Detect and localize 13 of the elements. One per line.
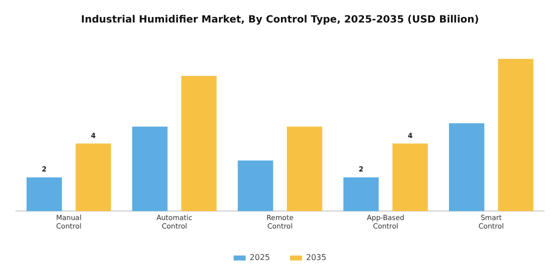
bar bbox=[286, 126, 322, 212]
bar bbox=[448, 123, 484, 212]
bar bbox=[238, 160, 274, 212]
bar bbox=[343, 177, 379, 212]
bar bbox=[181, 76, 217, 212]
chart-title: Industrial Humidifier Market, By Control Type, 2025-2035 (USD Billion) bbox=[81, 14, 479, 26]
bar bbox=[132, 126, 168, 212]
bar bbox=[26, 177, 62, 212]
bar bbox=[76, 144, 112, 212]
bar bbox=[498, 58, 534, 212]
bar bbox=[392, 144, 428, 212]
legend-label: 2035 bbox=[306, 253, 326, 262]
legend-label: 2025 bbox=[250, 253, 270, 262]
